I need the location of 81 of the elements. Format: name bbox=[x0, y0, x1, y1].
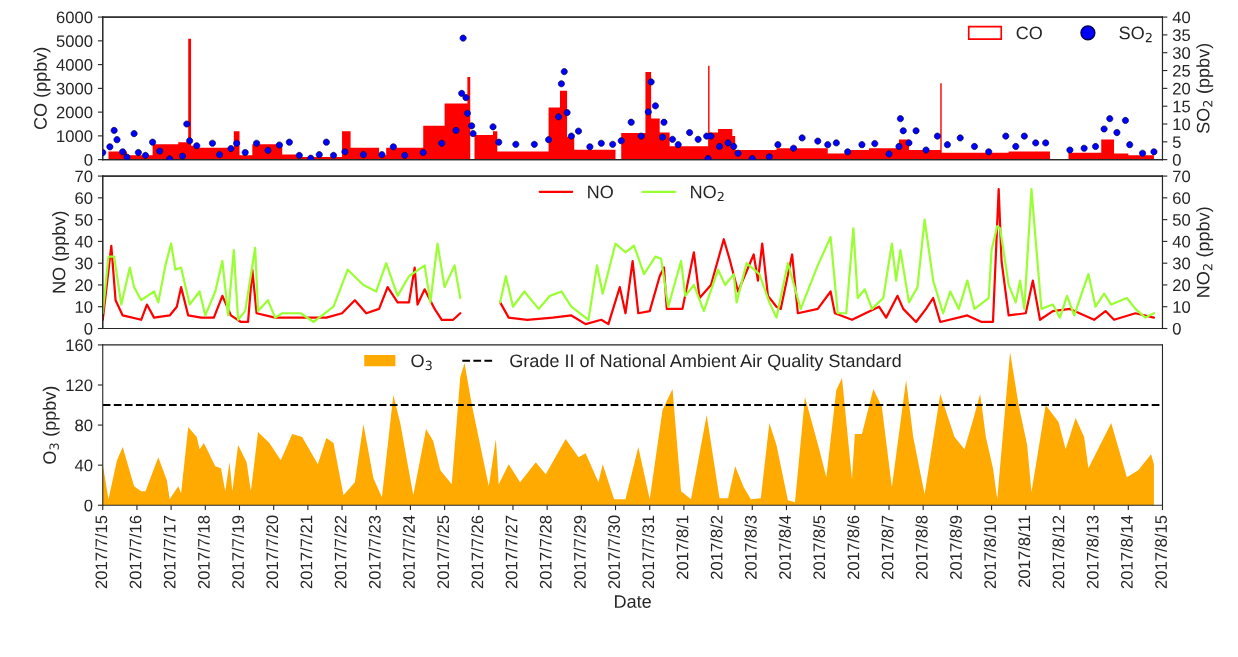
y2-tick-label: 10 bbox=[1173, 301, 1191, 313]
y-tick-label: 5000 bbox=[56, 35, 93, 48]
y2-axis-title: SO$_{2}$ (ppbv) bbox=[1196, 44, 1214, 134]
x-tick-label: 2017/7/16 bbox=[129, 515, 142, 589]
y2-tick-label: 30 bbox=[1172, 257, 1191, 270]
x-tick-label: 2017/7/22 bbox=[334, 515, 347, 589]
x-tick-label: 2017/8/7 bbox=[881, 515, 894, 579]
y-tick-label: 3000 bbox=[56, 82, 93, 95]
y2-tick-label: 5 bbox=[1172, 136, 1181, 149]
legend-label: SO$_{2}$ bbox=[1119, 26, 1152, 43]
y2-tick-label: 40 bbox=[1172, 235, 1191, 248]
x-tick-label: 2017/8/5 bbox=[812, 515, 826, 579]
y-tick-label: 6000 bbox=[56, 11, 93, 24]
x-tick-label: 2017/7/27 bbox=[505, 515, 518, 589]
legend-label: O$_{3}$ bbox=[411, 354, 432, 371]
y2-tick-label: 20 bbox=[1173, 82, 1191, 95]
x-tick-label: 2017/8/9 bbox=[949, 515, 962, 579]
x-tick-label: 2017/8/15 bbox=[1154, 515, 1167, 589]
x-axis-title: Date bbox=[615, 595, 651, 608]
legend-label: Grade II of National Ambient Air Quality Standard bbox=[510, 353, 901, 371]
y2-tick-label: 40 bbox=[1172, 11, 1191, 24]
x-tick-label: 2017/8/3 bbox=[744, 515, 757, 579]
x-tick-label: 2017/8/13 bbox=[1086, 515, 1099, 589]
y-tick-label: 2000 bbox=[56, 106, 93, 119]
x-tick-label: 2017/7/21 bbox=[300, 515, 313, 589]
y-tick-label: 1000 bbox=[57, 130, 93, 143]
y-tick-label: 4000 bbox=[56, 59, 93, 71]
y-axis-title: CO (ppbv) bbox=[33, 47, 51, 130]
x-tick-label: 2017/8/6 bbox=[847, 515, 860, 579]
x-tick-label: 2017/7/28 bbox=[539, 515, 552, 589]
x-tick-label: 2017/7/25 bbox=[436, 515, 450, 589]
x-tick-label: 2017/7/29 bbox=[573, 515, 586, 589]
y-tick-label: 0 bbox=[84, 154, 93, 166]
x-tick-label: 2017/7/30 bbox=[607, 515, 620, 589]
y-tick-label: 70 bbox=[75, 170, 93, 183]
x-tick-label: 2017/7/31 bbox=[641, 515, 655, 589]
y2-tick-label: 0 bbox=[1172, 322, 1181, 335]
y2-tick-label: 15 bbox=[1173, 100, 1191, 113]
x-tick-label: 2017/7/15 bbox=[94, 515, 108, 589]
legend-label: NO$_{2}$ bbox=[691, 185, 724, 202]
y-tick-label: 20 bbox=[75, 279, 93, 292]
x-tick-label: 2017/7/24 bbox=[402, 515, 415, 589]
y2-tick-label: 0 bbox=[1172, 154, 1181, 166]
x-tick-label: 2017/8/14 bbox=[1120, 515, 1133, 589]
x-tick-label: 2017/8/12 bbox=[1052, 515, 1065, 589]
y-tick-label: 50 bbox=[75, 214, 93, 226]
y2-tick-label: 30 bbox=[1172, 47, 1191, 59]
y2-axis-title: NO$_{2}$ (ppbv) bbox=[1196, 207, 1214, 297]
y2-tick-label: 60 bbox=[1173, 192, 1191, 205]
y-tick-label: 0 bbox=[84, 499, 93, 512]
y2-tick-label: 50 bbox=[1172, 214, 1191, 226]
y-tick-label: 80 bbox=[75, 419, 93, 432]
y-tick-label: 40 bbox=[74, 459, 93, 472]
y-axis-title: O$_{3}$ (ppbv) bbox=[42, 386, 60, 464]
x-tick-label: 2017/7/18 bbox=[197, 515, 210, 589]
x-tick-label: 2017/7/26 bbox=[471, 515, 484, 589]
y-tick-label: 60 bbox=[75, 192, 93, 205]
y-axis-title: NO (ppbv) bbox=[52, 211, 69, 293]
legend-label: CO bbox=[1016, 26, 1042, 40]
x-tick-label: 2017/7/23 bbox=[368, 515, 381, 589]
x-tick-label: 2017/8/10 bbox=[983, 515, 997, 589]
y-tick-label: 160 bbox=[66, 339, 93, 352]
x-tick-label: 2017/8/11 bbox=[1017, 515, 1031, 588]
y2-tick-label: 10 bbox=[1173, 118, 1191, 131]
y2-tick-label: 35 bbox=[1172, 29, 1191, 42]
y2-tick-label: 25 bbox=[1173, 64, 1191, 77]
y-tick-label: 10 bbox=[75, 301, 93, 313]
x-tick-label: 2017/8/1 bbox=[676, 515, 689, 579]
y-tick-label: 0 bbox=[84, 322, 93, 335]
x-tick-label: 2017/8/4 bbox=[778, 515, 791, 579]
legend-label: NO bbox=[588, 185, 613, 199]
x-tick-label: 2017/8/8 bbox=[915, 515, 928, 579]
x-tick-label: 2017/7/20 bbox=[265, 515, 279, 589]
x-tick-label: 2017/7/19 bbox=[231, 515, 244, 589]
y2-tick-label: 70 bbox=[1173, 170, 1191, 183]
y-tick-label: 30 bbox=[75, 257, 93, 270]
y-tick-label: 40 bbox=[74, 235, 93, 248]
x-tick-label: 2017/7/17 bbox=[163, 515, 176, 589]
x-tick-label: 2017/8/2 bbox=[710, 515, 723, 579]
y-tick-label: 120 bbox=[66, 379, 93, 392]
y2-tick-label: 20 bbox=[1173, 279, 1191, 292]
